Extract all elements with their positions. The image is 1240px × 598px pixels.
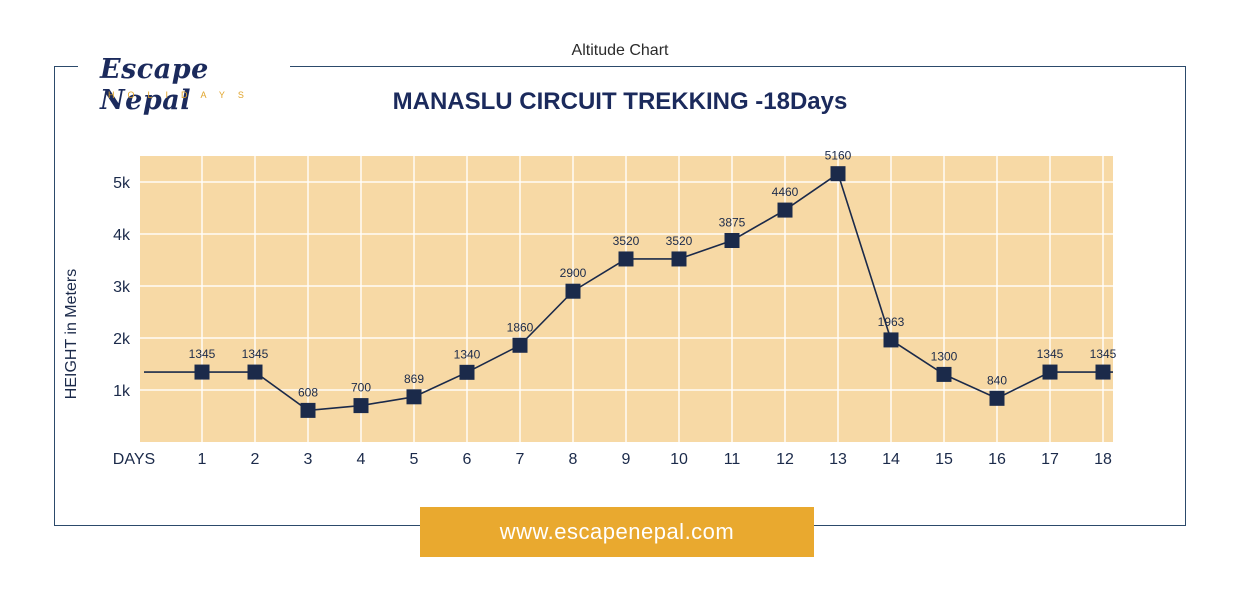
footer-url: www.escapenepal.com: [500, 519, 735, 545]
y-tick-label: 1k: [113, 383, 131, 400]
x-tick-label: 4: [357, 451, 366, 468]
x-tick-label: 12: [776, 451, 794, 468]
footer-bar: www.escapenepal.com: [420, 507, 814, 557]
data-label: 700: [351, 381, 371, 395]
y-axis-title: HEIGHT in Meters: [63, 269, 80, 399]
data-label: 5160: [825, 149, 852, 163]
data-label: 1345: [189, 347, 216, 361]
x-tick-label: 1: [198, 451, 207, 468]
x-tick-label: 15: [935, 451, 953, 468]
x-tick-label: 18: [1094, 451, 1112, 468]
x-tick-label: 13: [829, 451, 847, 468]
data-point-marker: [937, 367, 952, 382]
data-point-marker: [460, 365, 475, 380]
data-point-marker: [831, 166, 846, 181]
data-point-marker: [990, 391, 1005, 406]
data-point-marker: [1096, 365, 1111, 380]
data-label: 1340: [454, 347, 481, 361]
x-tick-label: 9: [622, 451, 631, 468]
x-tick-label: 5: [410, 451, 419, 468]
data-label: 1345: [242, 347, 269, 361]
x-tick-label: 14: [882, 451, 900, 468]
data-label: 1345: [1037, 347, 1064, 361]
data-label: 1300: [931, 349, 958, 363]
x-tick-label: 16: [988, 451, 1006, 468]
data-point-marker: [354, 398, 369, 413]
data-point-marker: [248, 365, 263, 380]
data-point-marker: [513, 338, 528, 353]
data-label: 1860: [507, 320, 534, 334]
x-tick-label: 17: [1041, 451, 1059, 468]
x-tick-label: 7: [516, 451, 525, 468]
data-point-marker: [407, 389, 422, 404]
data-point-marker: [195, 365, 210, 380]
data-label: 2900: [560, 266, 587, 280]
x-tick-label: 10: [670, 451, 688, 468]
x-tick-label: 11: [724, 451, 741, 468]
data-label: 3875: [719, 216, 746, 230]
y-tick-label: 2k: [113, 331, 131, 348]
data-point-marker: [619, 251, 634, 266]
data-label: 1345: [1090, 347, 1117, 361]
y-tick-label: 4k: [113, 227, 131, 244]
data-point-marker: [672, 251, 687, 266]
data-label: 608: [298, 385, 318, 399]
y-tick-label: 3k: [113, 279, 131, 296]
data-point-marker: [778, 203, 793, 218]
data-point-marker: [725, 233, 740, 248]
data-label: 3520: [613, 234, 640, 248]
data-label: 1963: [878, 315, 905, 329]
x-tick-label: 8: [569, 451, 578, 468]
data-point-marker: [1043, 365, 1058, 380]
data-point-marker: [301, 403, 316, 418]
data-label: 869: [404, 372, 424, 386]
data-point-marker: [566, 284, 581, 299]
x-tick-label: 6: [463, 451, 472, 468]
x-tick-label: 2: [251, 451, 260, 468]
data-label: 4460: [772, 185, 799, 199]
y-tick-label: 5k: [113, 175, 131, 192]
x-axis-label: DAYS: [113, 451, 155, 468]
data-point-marker: [884, 332, 899, 347]
x-tick-label: 3: [304, 451, 313, 468]
data-label: 840: [987, 373, 1007, 387]
data-label: 3520: [666, 234, 693, 248]
